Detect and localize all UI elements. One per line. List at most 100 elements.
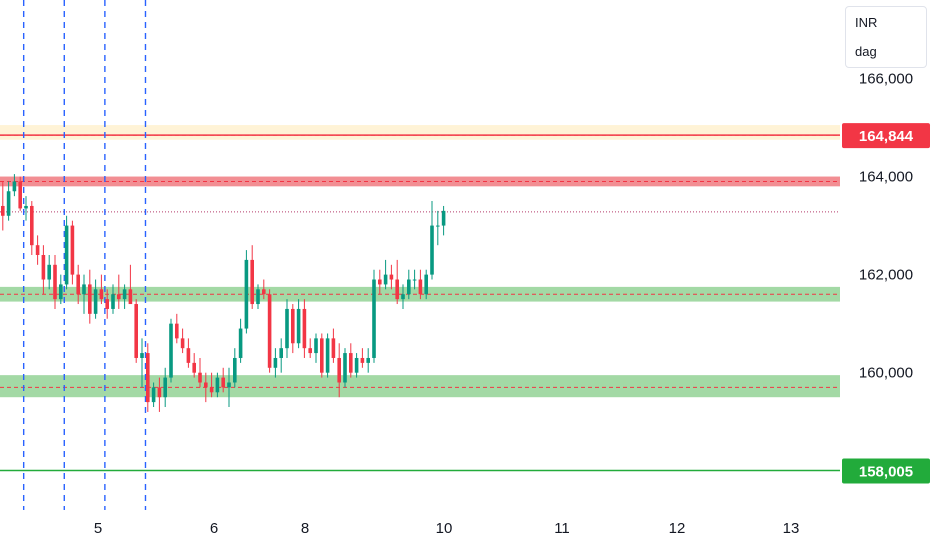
candle[interactable]: [41, 245, 46, 295]
candle[interactable]: [6, 181, 11, 221]
candle[interactable]: [169, 318, 173, 383]
candle[interactable]: [82, 274, 86, 314]
candle[interactable]: [117, 274, 121, 309]
candle[interactable]: [308, 338, 312, 358]
candle[interactable]: [430, 201, 434, 280]
candle[interactable]: [424, 269, 428, 300]
candle[interactable]: [215, 372, 220, 398]
currency-box[interactable]: INR dag: [845, 6, 927, 68]
candle[interactable]: [64, 215, 69, 290]
candle[interactable]: [134, 299, 138, 363]
candle[interactable]: [314, 333, 318, 363]
candle[interactable]: [53, 255, 57, 309]
candle-body: [285, 308, 289, 349]
candle[interactable]: [146, 343, 150, 412]
candle[interactable]: [441, 205, 446, 236]
candle[interactable]: [99, 274, 104, 305]
candle[interactable]: [76, 264, 80, 305]
candle[interactable]: [209, 372, 214, 398]
support-zone: [0, 375, 840, 398]
candle-body: [99, 289, 104, 300]
candle[interactable]: [285, 299, 289, 358]
candle[interactable]: [227, 367, 231, 408]
candle[interactable]: [383, 259, 388, 290]
candle[interactable]: [93, 279, 98, 319]
candle[interactable]: [343, 348, 347, 388]
candle-body: [169, 323, 173, 378]
candle-body: [343, 353, 347, 383]
candle-body: [146, 353, 150, 403]
candle[interactable]: [24, 196, 28, 221]
candle[interactable]: [151, 382, 156, 408]
candle[interactable]: [256, 284, 260, 309]
price-scale[interactable]: [840, 0, 932, 550]
candle[interactable]: [436, 210, 440, 246]
candle-body: [412, 279, 417, 281]
candle-body: [88, 284, 92, 314]
candle[interactable]: [244, 250, 249, 334]
candle[interactable]: [35, 235, 40, 265]
candle[interactable]: [320, 333, 324, 378]
candle[interactable]: [262, 279, 266, 300]
candle[interactable]: [418, 269, 423, 300]
candle[interactable]: [47, 255, 51, 290]
candle[interactable]: [407, 269, 411, 300]
candle[interactable]: [140, 338, 144, 388]
candle[interactable]: [18, 176, 22, 211]
candle[interactable]: [128, 264, 133, 305]
candle[interactable]: [412, 269, 417, 290]
x-tick-label: 11: [554, 520, 570, 537]
candle[interactable]: [163, 367, 167, 408]
candle[interactable]: [337, 343, 341, 398]
candle[interactable]: [250, 245, 254, 309]
candle[interactable]: [349, 343, 353, 378]
candle[interactable]: [267, 289, 272, 373]
candle[interactable]: [296, 299, 301, 349]
candle[interactable]: [88, 269, 92, 324]
candle[interactable]: [157, 377, 162, 412]
candle[interactable]: [12, 174, 17, 197]
candle[interactable]: [238, 318, 243, 363]
time-scale[interactable]: [0, 510, 840, 550]
candle[interactable]: [372, 269, 376, 363]
candles-layer[interactable]: [1, 174, 446, 412]
candle[interactable]: [180, 328, 185, 354]
candle[interactable]: [389, 264, 394, 290]
candle[interactable]: [186, 338, 191, 368]
candle-body: [354, 357, 359, 373]
candle-body: [389, 274, 394, 280]
candle[interactable]: [175, 313, 179, 344]
candle[interactable]: [291, 304, 295, 354]
candle-body: [378, 279, 382, 285]
candle[interactable]: [198, 357, 202, 388]
candle[interactable]: [221, 367, 225, 393]
candle-body: [349, 353, 353, 373]
candle[interactable]: [395, 259, 399, 305]
candle[interactable]: [70, 220, 75, 285]
x-tick-label: 12: [669, 520, 686, 537]
candle[interactable]: [279, 338, 283, 373]
candle[interactable]: [401, 284, 405, 309]
candle[interactable]: [105, 289, 109, 319]
candle[interactable]: [111, 284, 115, 314]
candle[interactable]: [354, 353, 359, 378]
candle[interactable]: [30, 201, 34, 255]
candle[interactable]: [233, 348, 237, 388]
candle[interactable]: [122, 284, 127, 309]
candle[interactable]: [331, 328, 336, 363]
candle[interactable]: [366, 348, 370, 373]
candle[interactable]: [192, 353, 196, 378]
candle[interactable]: [325, 333, 330, 378]
candle[interactable]: [360, 348, 365, 368]
candle[interactable]: [378, 269, 382, 295]
candle-body: [105, 299, 109, 309]
candle-body: [441, 210, 446, 226]
candle[interactable]: [273, 348, 278, 378]
candle[interactable]: [204, 372, 208, 403]
candle-body: [209, 387, 214, 393]
candle[interactable]: [302, 299, 307, 358]
candle[interactable]: [1, 181, 5, 231]
candle[interactable]: [59, 274, 63, 305]
